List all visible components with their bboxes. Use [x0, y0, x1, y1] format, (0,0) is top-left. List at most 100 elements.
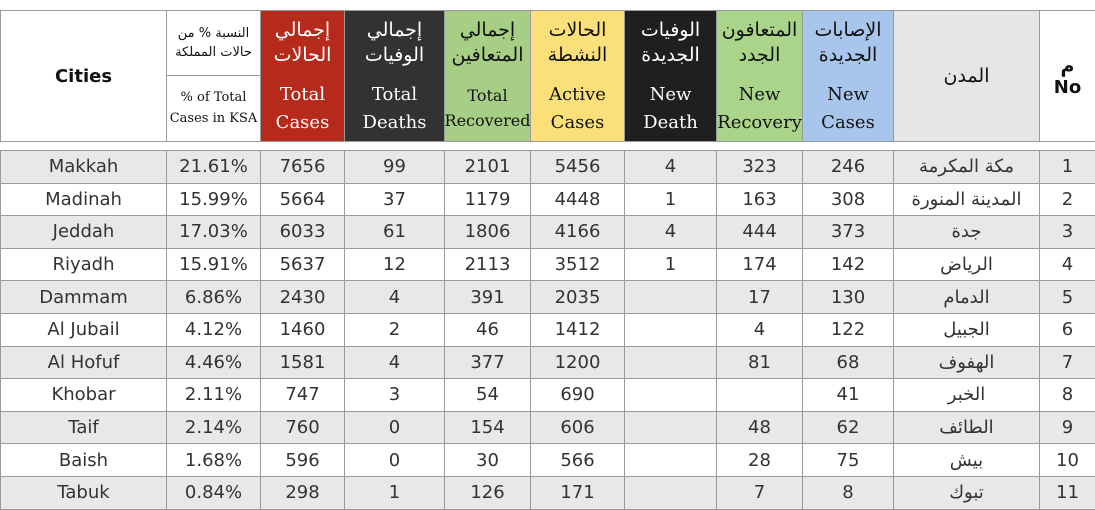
header-total-recovered: إجمالي المتعافين Total Recovered [444, 10, 531, 142]
header-new-death-ar: الوفيات الجديدة [640, 18, 701, 67]
active-cases-cell: 606 [530, 410, 625, 445]
city-ar-cell: الجبيل [893, 312, 1040, 347]
new-death-cell: 4 [624, 215, 717, 249]
city-ar-cell: الطائف [893, 410, 1040, 445]
total-deaths-cell: 0 [344, 410, 445, 445]
total-recovered-cell: 377 [444, 345, 531, 380]
header-city-ar: المدن [893, 10, 1040, 142]
city-ar-cell: الخبر [893, 378, 1040, 412]
city-cell: Jeddah [0, 215, 167, 249]
city-cell: Khobar [0, 378, 167, 412]
active-cases-cell: 4448 [530, 182, 625, 217]
table-row: Al Hofuf 4.46% 1581 4 377 1200 81 68 الهفوف 7 [0, 345, 1095, 380]
new-recovery-cell: 163 [716, 182, 803, 217]
pct-cell: 15.99% [166, 182, 261, 217]
new-recovery-cell [716, 378, 803, 412]
new-cases-cell: 246 [802, 150, 894, 184]
city-cell: Taif [0, 410, 167, 445]
header-no: م No [1039, 10, 1095, 142]
active-cases-cell: 4166 [530, 215, 625, 249]
header-active-cases-en: Active Cases [549, 83, 606, 133]
new-death-cell [624, 345, 717, 380]
new-recovery-cell: 7 [716, 475, 803, 510]
new-recovery-cell: 174 [716, 247, 803, 282]
active-cases-cell: 1200 [530, 345, 625, 380]
active-cases-cell: 3512 [530, 247, 625, 282]
new-death-cell: 1 [624, 247, 717, 282]
table-row: Taif 2.14% 760 0 154 606 48 62 الطائف 9 [0, 410, 1095, 445]
table-row: Al Jubail 4.12% 1460 2 46 1412 4 122 الجبيل 6 [0, 312, 1095, 347]
city-ar-cell: المدينة المنورة [893, 182, 1040, 217]
total-deaths-cell: 99 [344, 150, 445, 184]
header-new-cases: الإصابات الجديدة New Cases [802, 10, 894, 142]
header-active-cases-ar: الحالات النشطة [547, 18, 608, 67]
header-new-death-en: New Death [643, 83, 698, 133]
new-cases-cell: 8 [802, 475, 894, 510]
row-number-cell: 3 [1039, 215, 1095, 249]
row-number-cell: 7 [1039, 345, 1095, 380]
header-no-ar: م [1060, 54, 1075, 77]
total-recovered-cell: 54 [444, 378, 531, 412]
total-cases-cell: 2430 [260, 280, 345, 314]
new-recovery-cell: 444 [716, 215, 803, 249]
table-row: Madinah 15.99% 5664 37 1179 4448 1 163 308 المدين… [0, 182, 1095, 217]
header-new-recovery: المتعافون الجدد New Recovery [716, 10, 803, 142]
total-cases-cell: 6033 [260, 215, 345, 249]
total-deaths-cell: 12 [344, 247, 445, 282]
row-number-cell: 9 [1039, 410, 1095, 445]
table-row: Dammam 6.86% 2430 4 391 2035 17 130 الدمام 5 [0, 280, 1095, 314]
total-recovered-cell: 1806 [444, 215, 531, 249]
new-recovery-cell: 28 [716, 443, 803, 477]
header-pct: النسبة % من حالات المملكة % of Total Cas… [166, 10, 261, 142]
city-ar-cell: بيش [893, 443, 1040, 477]
header-total-recovered-en: Total Recovered [444, 85, 531, 130]
new-death-cell [624, 378, 717, 412]
total-cases-cell: 596 [260, 443, 345, 477]
table-row: Jeddah 17.03% 6033 61 1806 4166 4 444 373 جدة 3 [0, 215, 1095, 249]
city-cell: Dammam [0, 280, 167, 314]
table-body: Makkah 21.61% 7656 99 2101 5456 4 323 246 مكة الم… [0, 150, 1095, 510]
new-recovery-cell: 4 [716, 312, 803, 347]
city-ar-cell: جدة [893, 215, 1040, 249]
header-total-deaths-ar: إجمالي الوفيات [364, 18, 425, 67]
table-row: Makkah 21.61% 7656 99 2101 5456 4 323 246 مكة الم… [0, 150, 1095, 184]
total-cases-cell: 760 [260, 410, 345, 445]
city-ar-cell: الرياض [893, 247, 1040, 282]
new-death-cell: 4 [624, 150, 717, 184]
city-cell: Madinah [0, 182, 167, 217]
total-recovered-cell: 2113 [444, 247, 531, 282]
header-new-cases-ar: الإصابات الجديدة [814, 18, 882, 67]
row-number-cell: 5 [1039, 280, 1095, 314]
new-recovery-cell: 323 [716, 150, 803, 184]
pct-cell: 6.86% [166, 280, 261, 314]
new-death-cell [624, 410, 717, 445]
header-total-cases-ar: إجمالي الحالات [273, 18, 332, 67]
total-deaths-cell: 0 [344, 443, 445, 477]
row-number-cell: 11 [1039, 475, 1095, 510]
new-cases-cell: 308 [802, 182, 894, 217]
city-ar-cell: الدمام [893, 280, 1040, 314]
city-ar-cell: تبوك [893, 475, 1040, 510]
new-cases-cell: 122 [802, 312, 894, 347]
total-deaths-cell: 37 [344, 182, 445, 217]
city-cell: Makkah [0, 150, 167, 184]
total-recovered-cell: 46 [444, 312, 531, 347]
new-cases-cell: 62 [802, 410, 894, 445]
pct-cell: 4.12% [166, 312, 261, 347]
total-cases-cell: 1460 [260, 312, 345, 347]
total-deaths-cell: 2 [344, 312, 445, 347]
total-recovered-cell: 30 [444, 443, 531, 477]
new-cases-cell: 130 [802, 280, 894, 314]
pct-cell: 21.61% [166, 150, 261, 184]
total-deaths-cell: 1 [344, 475, 445, 510]
city-cell: Riyadh [0, 247, 167, 282]
pct-cell: 0.84% [166, 475, 261, 510]
new-death-cell [624, 280, 717, 314]
header-total-deaths-en: Total Deaths [362, 83, 427, 133]
header-new-recovery-en: New Recovery [717, 83, 802, 133]
total-recovered-cell: 2101 [444, 150, 531, 184]
row-number-cell: 4 [1039, 247, 1095, 282]
row-number-cell: 10 [1039, 443, 1095, 477]
total-deaths-cell: 4 [344, 280, 445, 314]
